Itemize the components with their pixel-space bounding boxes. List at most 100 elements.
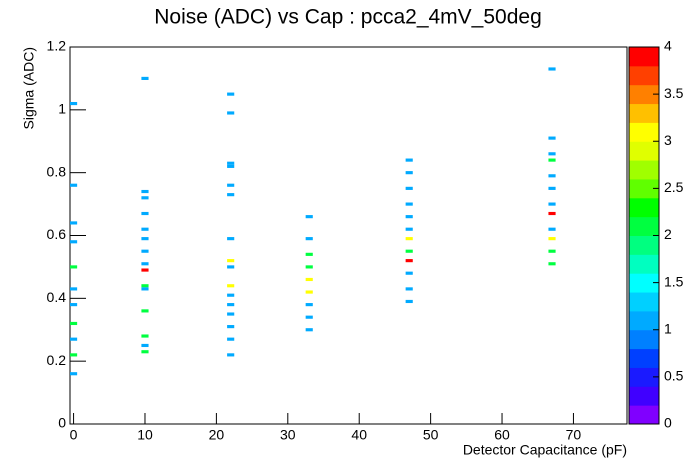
cell (70, 240, 78, 244)
cell (405, 202, 413, 206)
cell (405, 237, 413, 241)
cell (227, 259, 235, 263)
cell (305, 277, 313, 282)
z-tick-label: 0.5 (664, 368, 684, 384)
cell (70, 101, 78, 106)
cell (141, 350, 149, 354)
colorbar-swatch (629, 386, 659, 406)
cell (548, 227, 556, 231)
cell (548, 211, 556, 216)
cell (405, 271, 413, 275)
colorbar-swatch (629, 310, 659, 331)
colorbar-swatch (629, 254, 659, 274)
cell (548, 152, 556, 156)
colorbar-swatch (629, 178, 659, 199)
z-tick-label: 2 (664, 226, 672, 242)
cell (305, 290, 313, 294)
cell (70, 372, 78, 376)
cell (405, 171, 413, 175)
cell (227, 284, 235, 288)
cell (141, 284, 149, 288)
cell (305, 215, 313, 219)
x-tick-label: 20 (209, 427, 225, 443)
z-tick-label: 2.5 (664, 179, 684, 195)
cell (141, 237, 149, 241)
z-tick-label: 3 (664, 132, 672, 148)
cell (227, 353, 235, 357)
colorbar-swatch (629, 141, 659, 161)
cell (141, 189, 149, 194)
cell (227, 293, 235, 297)
cell (141, 343, 149, 348)
x-tick-label: 40 (351, 427, 367, 443)
y-tick-label: 0.2 (47, 352, 67, 368)
cell (70, 265, 78, 269)
cell (405, 186, 413, 190)
cell (227, 164, 235, 168)
colorbar-swatch (629, 367, 659, 387)
cell (141, 196, 149, 200)
y-axis-label: Sigma (ADC) (21, 47, 37, 129)
colorbar-swatch (629, 122, 659, 142)
cell (70, 353, 78, 357)
cell (141, 249, 149, 253)
colorbar-swatch (629, 160, 659, 180)
cell (70, 287, 78, 291)
cell (227, 312, 235, 316)
cell (405, 215, 413, 219)
cell (227, 237, 235, 241)
cell (548, 186, 556, 190)
cell (548, 158, 556, 162)
x-axis-label: Detector Capacitance (pF) (463, 442, 627, 458)
cell (141, 262, 149, 266)
cell (305, 328, 313, 332)
cell (405, 259, 413, 263)
cell (70, 337, 78, 341)
plot-frame (69, 46, 628, 425)
colorbar-swatch (629, 197, 659, 218)
cell (227, 265, 235, 269)
cell (141, 227, 149, 231)
cell (548, 262, 556, 266)
colorbar-swatch (629, 348, 659, 368)
z-tick-label: 0 (664, 415, 672, 431)
x-tick-label: 60 (494, 427, 510, 443)
z-tick-label: 1.5 (664, 273, 684, 289)
x-tick-label: 30 (280, 427, 296, 443)
y-tick-label: 0.4 (47, 289, 67, 305)
colorbar-swatch (629, 329, 659, 350)
cell (227, 111, 235, 115)
cell (227, 303, 235, 307)
cell (70, 221, 78, 225)
cell (548, 67, 556, 71)
colorbar-swatch (629, 235, 659, 255)
cell (548, 249, 556, 253)
cell (227, 337, 235, 341)
cell (305, 252, 313, 256)
y-tick-label: 1.2 (47, 38, 67, 54)
colorbar-swatch (629, 292, 659, 312)
cell (227, 193, 235, 197)
z-tick-label: 4 (664, 38, 672, 54)
cell (548, 237, 556, 241)
x-tick-label: 50 (423, 427, 439, 443)
cell (548, 174, 556, 178)
cell (227, 183, 235, 187)
cell (141, 76, 149, 80)
colorbar-swatch (629, 84, 659, 105)
cell (405, 249, 413, 253)
colorbar-swatch (629, 103, 659, 123)
y-tick-label: 0.6 (47, 226, 67, 242)
cell (405, 299, 413, 304)
y-tick-label: 0 (58, 415, 66, 431)
colorbar-swatch (629, 216, 659, 236)
cell (141, 309, 149, 313)
cell (548, 136, 556, 140)
cell (141, 334, 149, 338)
x-tick-label: 0 (70, 427, 78, 443)
cell (548, 202, 556, 206)
x-tick-label: 70 (566, 427, 582, 443)
cell (305, 303, 313, 307)
cell (141, 268, 149, 272)
cell (70, 303, 78, 307)
